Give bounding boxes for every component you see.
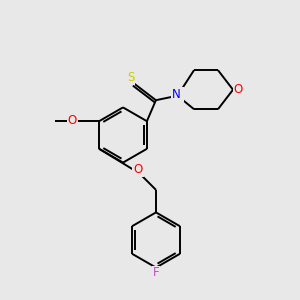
Text: O: O (68, 114, 77, 127)
Text: O: O (234, 83, 243, 96)
Text: S: S (127, 70, 134, 84)
Text: N: N (174, 88, 183, 101)
Text: F: F (153, 266, 159, 280)
Text: O: O (134, 163, 142, 176)
Text: N: N (172, 88, 181, 101)
